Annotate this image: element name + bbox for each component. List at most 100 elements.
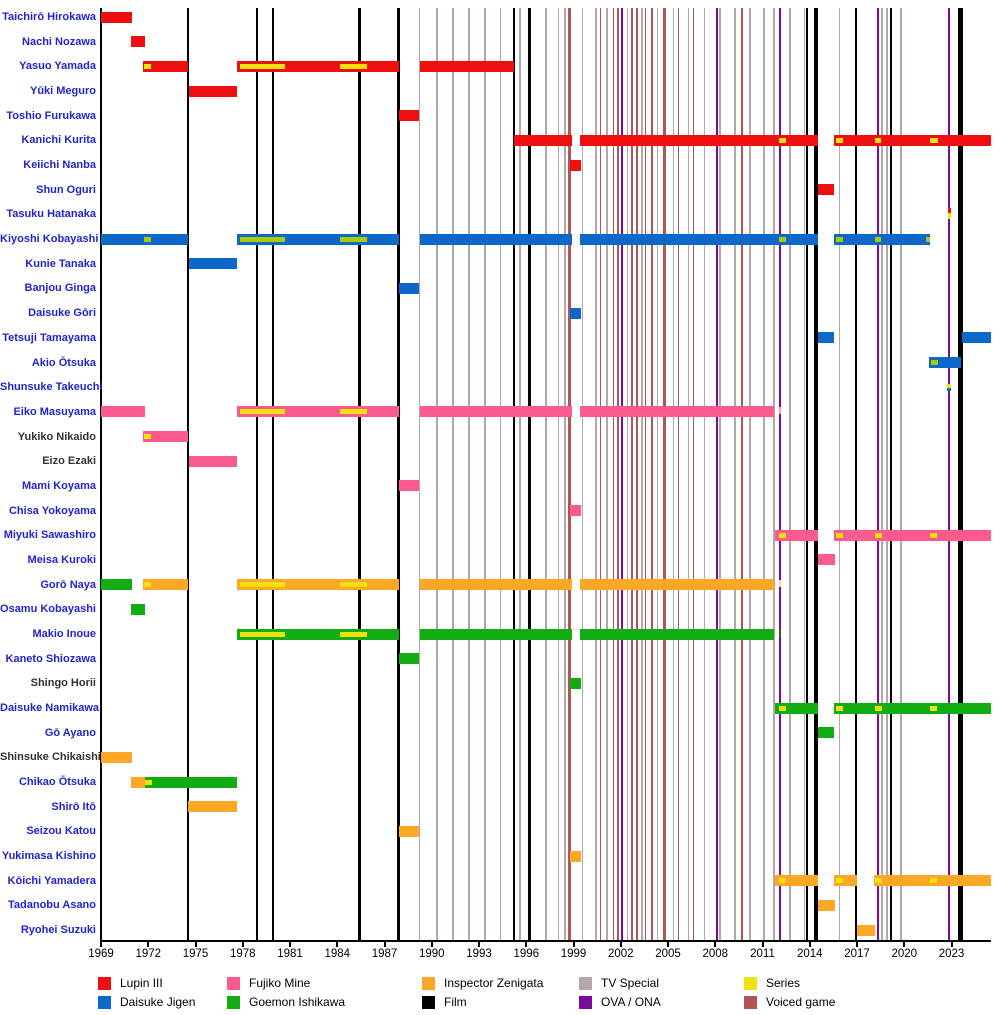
- row-label-chisa-yokoyama[interactable]: Chisa Yokoyama: [8, 504, 96, 517]
- small-appearance-mark: [778, 579, 781, 587]
- series-mark: [779, 532, 786, 538]
- tv-special-event-line: [499, 8, 502, 940]
- row-label-tasuku-hatanaka[interactable]: Tasuku Hatanaka: [6, 208, 96, 221]
- legend-swatch-series: [744, 977, 757, 990]
- timeline-bar: [399, 282, 419, 294]
- timeline-bar: [774, 875, 818, 887]
- timeline-bar: [817, 899, 835, 911]
- ova-ona-event-line: [715, 8, 719, 940]
- row-label-nachi-nozawa[interactable]: Nachi Nozawa: [22, 35, 96, 48]
- timeline-bar: [420, 406, 572, 418]
- axis-tick: [808, 941, 811, 947]
- row-label-k-ichi-yamadera[interactable]: Kōichi Yamadera: [7, 874, 96, 887]
- timeline-bar: [817, 727, 834, 739]
- timeline-bar: [131, 776, 145, 788]
- timeline-bar: [143, 60, 188, 72]
- row-label-daisuke-namikawa[interactable]: Daisuke Namikawa: [0, 702, 100, 715]
- small-appearance-mark: [778, 406, 781, 414]
- row-label-shunsuke-takeuchi[interactable]: Shunsuke Takeuchi: [0, 381, 103, 394]
- tv-special-event-line: [703, 8, 706, 940]
- row-label-taichir-hirokawa[interactable]: Taichirō Hirokawa: [2, 11, 96, 23]
- row-label-eiko-masuyama[interactable]: Eiko Masuyama: [13, 405, 96, 418]
- row-label-makio-inoue[interactable]: Makio Inoue: [32, 628, 96, 640]
- legend-label-inspector-zenigata: Inspector Zenigata: [444, 976, 544, 990]
- legend-label-voiced-game: Voiced game: [766, 995, 836, 1009]
- legend-swatch-daisuke-jigen: [98, 996, 111, 1009]
- timeline-bar: [187, 801, 237, 813]
- row-label-chikao-tsuka[interactable]: Chikao Ōtsuka: [18, 776, 96, 789]
- axis-year-label: 1969: [88, 948, 114, 960]
- row-label-mami-koyama[interactable]: Mami Koyama: [22, 479, 96, 492]
- row-label-y-ki-meguro[interactable]: Yūki Meguro: [29, 85, 96, 98]
- tv-special-event-line: [886, 8, 888, 940]
- row-label-g-ayano[interactable]: Gō Ayano: [44, 726, 96, 739]
- row-label-banjou-ginga[interactable]: Banjou Ginga: [24, 282, 97, 295]
- timeline-bar: [580, 406, 774, 418]
- series-mark: [929, 705, 937, 711]
- row-label-ryohei-suzuki[interactable]: Ryohei Suzuki: [20, 924, 96, 937]
- tv-special-event-line: [719, 8, 721, 940]
- film-event-line: [528, 8, 531, 940]
- film-event-line: [854, 8, 858, 940]
- row-label-tadanobu-asano[interactable]: Tadanobu Asano: [8, 899, 96, 912]
- series-mark: [930, 360, 938, 366]
- timeline-bar: [569, 677, 581, 689]
- series-mark: [836, 532, 843, 538]
- series-mark: [874, 532, 882, 538]
- tv-special-event-line: [436, 8, 438, 940]
- row-label-miyuki-sawashiro[interactable]: Miyuki Sawashiro: [3, 529, 96, 542]
- legend-swatch-goemon-ishikawa: [227, 996, 240, 1009]
- legend-label-film: Film: [444, 995, 467, 1009]
- row-label-kiyoshi-kobayashi[interactable]: Kiyoshi Kobayashi: [0, 233, 99, 246]
- row-label-tetsuji-tamayama[interactable]: Tetsuji Tamayama: [2, 331, 96, 344]
- series-mark: [340, 63, 367, 69]
- row-label-shir-it-[interactable]: Shirō Itō: [51, 800, 96, 813]
- row-label-gor-naya[interactable]: Gorō Naya: [40, 578, 96, 591]
- voiced-game-event-line: [631, 8, 633, 940]
- ova-ona-event-line: [876, 8, 880, 940]
- row-label-toshio-furukawa[interactable]: Toshio Furukawa: [6, 109, 96, 122]
- series-mark: [836, 137, 843, 143]
- legend-swatch-film: [422, 996, 435, 1009]
- timeline-bar: [420, 628, 572, 640]
- film-event-line: [512, 8, 516, 940]
- row-label-akio-tsuka[interactable]: Akio Ōtsuka: [31, 356, 96, 369]
- timeline-bar: [420, 60, 514, 72]
- row-label-yasuo-yamada[interactable]: Yasuo Yamada: [19, 60, 96, 73]
- timeline-bar: [833, 233, 930, 245]
- timeline-bar: [101, 579, 132, 591]
- row-label-shun-oguri[interactable]: Shun Oguri: [36, 183, 96, 196]
- tv-special-event-line: [564, 8, 566, 940]
- row-label-kunie-tanaka[interactable]: Kunie Tanaka: [25, 257, 96, 270]
- row-label-osamu-kobayashi[interactable]: Osamu Kobayashi: [0, 603, 96, 616]
- axis-year-label: 2017: [844, 948, 870, 960]
- row-label-keiichi-nanba[interactable]: Keiichi Nanba: [23, 159, 96, 172]
- row-label-daisuke-g-ri[interactable]: Daisuke Gōri: [28, 307, 96, 320]
- row-label-kanichi-kurita[interactable]: Kanichi Kurita: [21, 134, 96, 147]
- row-label-seizou-katou[interactable]: Seizou Katou: [26, 825, 96, 838]
- timeline-bar: [189, 258, 237, 270]
- row-label-kaneto-shiozawa[interactable]: Kaneto Shiozawa: [5, 652, 96, 665]
- axis-year-label: 2014: [796, 948, 823, 960]
- timeline-bar: [101, 11, 132, 23]
- axis-year-label: 2002: [607, 948, 634, 960]
- axis-tick: [950, 941, 953, 947]
- timeline-bar: [236, 60, 399, 72]
- voiced-game-event-line: [636, 8, 638, 940]
- tv-special-event-line: [545, 8, 547, 940]
- ova-ona-event-line: [778, 8, 782, 940]
- series-mark: [240, 236, 285, 242]
- timeline-bar: [236, 628, 399, 640]
- tv-special-event-line: [606, 8, 608, 940]
- tv-special-event-line: [484, 8, 486, 940]
- series-mark: [143, 236, 151, 242]
- axis-year-label: 1972: [135, 948, 162, 960]
- series-mark: [340, 236, 367, 242]
- timeline-bar: [818, 184, 834, 196]
- row-label-meisa-kuroki[interactable]: Meisa Kuroki: [27, 553, 96, 566]
- timeline-bar: [399, 825, 419, 837]
- timeline-bar: [833, 702, 991, 714]
- row-label-yukimasa-kishino[interactable]: Yukimasa Kishino: [1, 850, 96, 863]
- series-mark: [340, 582, 367, 588]
